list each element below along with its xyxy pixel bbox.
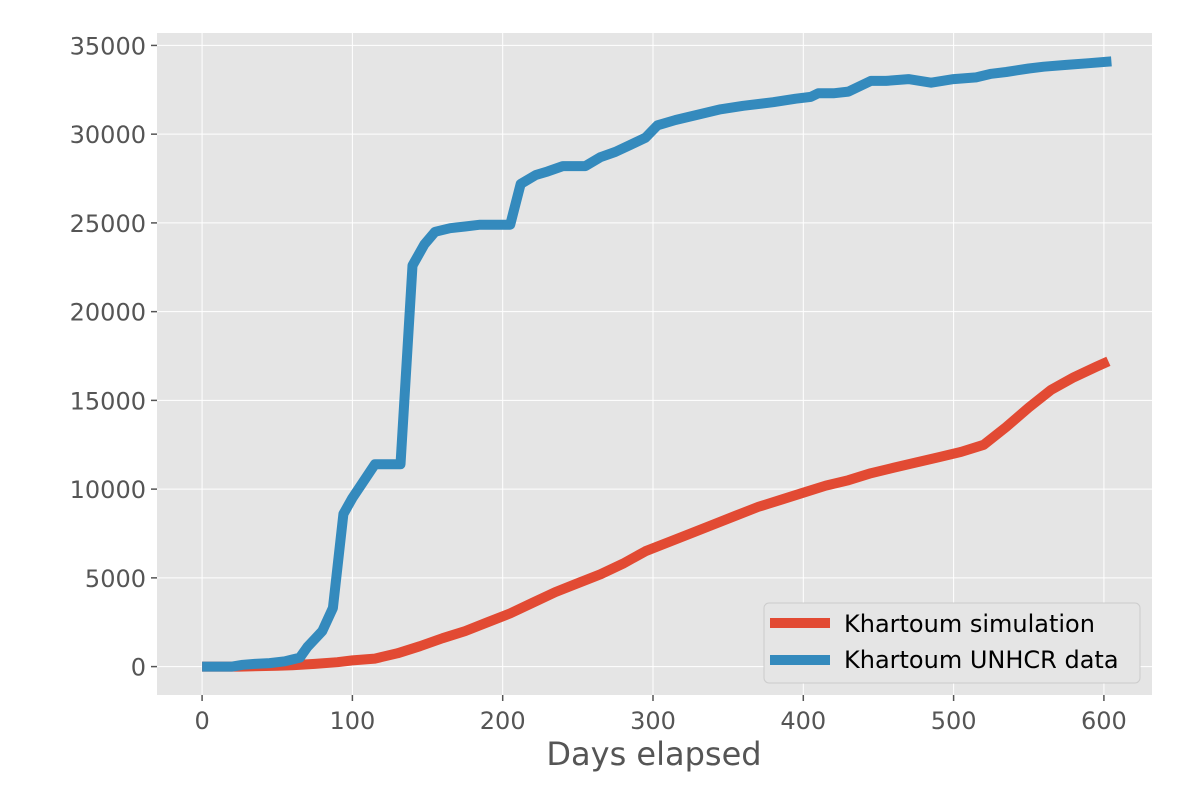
x-tick-label: 300 bbox=[630, 707, 676, 735]
y-tick-label: 20000 bbox=[70, 299, 146, 327]
plot-background bbox=[157, 33, 1152, 695]
y-tick-label: 15000 bbox=[70, 387, 146, 415]
legend-box bbox=[763, 602, 1141, 684]
x-tick-label: 500 bbox=[931, 707, 977, 735]
series-line-simulation bbox=[202, 356, 1111, 672]
x-tick-label: 400 bbox=[780, 707, 826, 735]
x-tick-label: 100 bbox=[329, 707, 375, 735]
x-axis-title: Days elapsed bbox=[546, 735, 761, 773]
legend: Khartoum simulation Khartoum UNHCR data bbox=[763, 602, 1141, 684]
axis-ticks: 0 100 200 300 400 500 600 0 5000 10000 15000 20000 2… bbox=[70, 32, 1127, 735]
y-tick-label: 10000 bbox=[70, 476, 146, 504]
series-lines bbox=[202, 56, 1112, 672]
legend-label-unhcr-data: Khartoum UNHCR data bbox=[844, 646, 1119, 674]
x-tick-label: 600 bbox=[1081, 707, 1127, 735]
x-tick-label: 200 bbox=[480, 707, 526, 735]
series-line-unhcr-data bbox=[202, 56, 1112, 672]
y-tick-label: 0 bbox=[131, 654, 146, 682]
y-tick-label: 5000 bbox=[85, 565, 146, 593]
legend-label-simulation: Khartoum simulation bbox=[844, 610, 1095, 638]
y-tick-label: 25000 bbox=[70, 210, 146, 238]
x-tick-label: 0 bbox=[194, 707, 209, 735]
y-tick-label: 35000 bbox=[70, 32, 146, 60]
y-tick-label: 30000 bbox=[70, 121, 146, 149]
